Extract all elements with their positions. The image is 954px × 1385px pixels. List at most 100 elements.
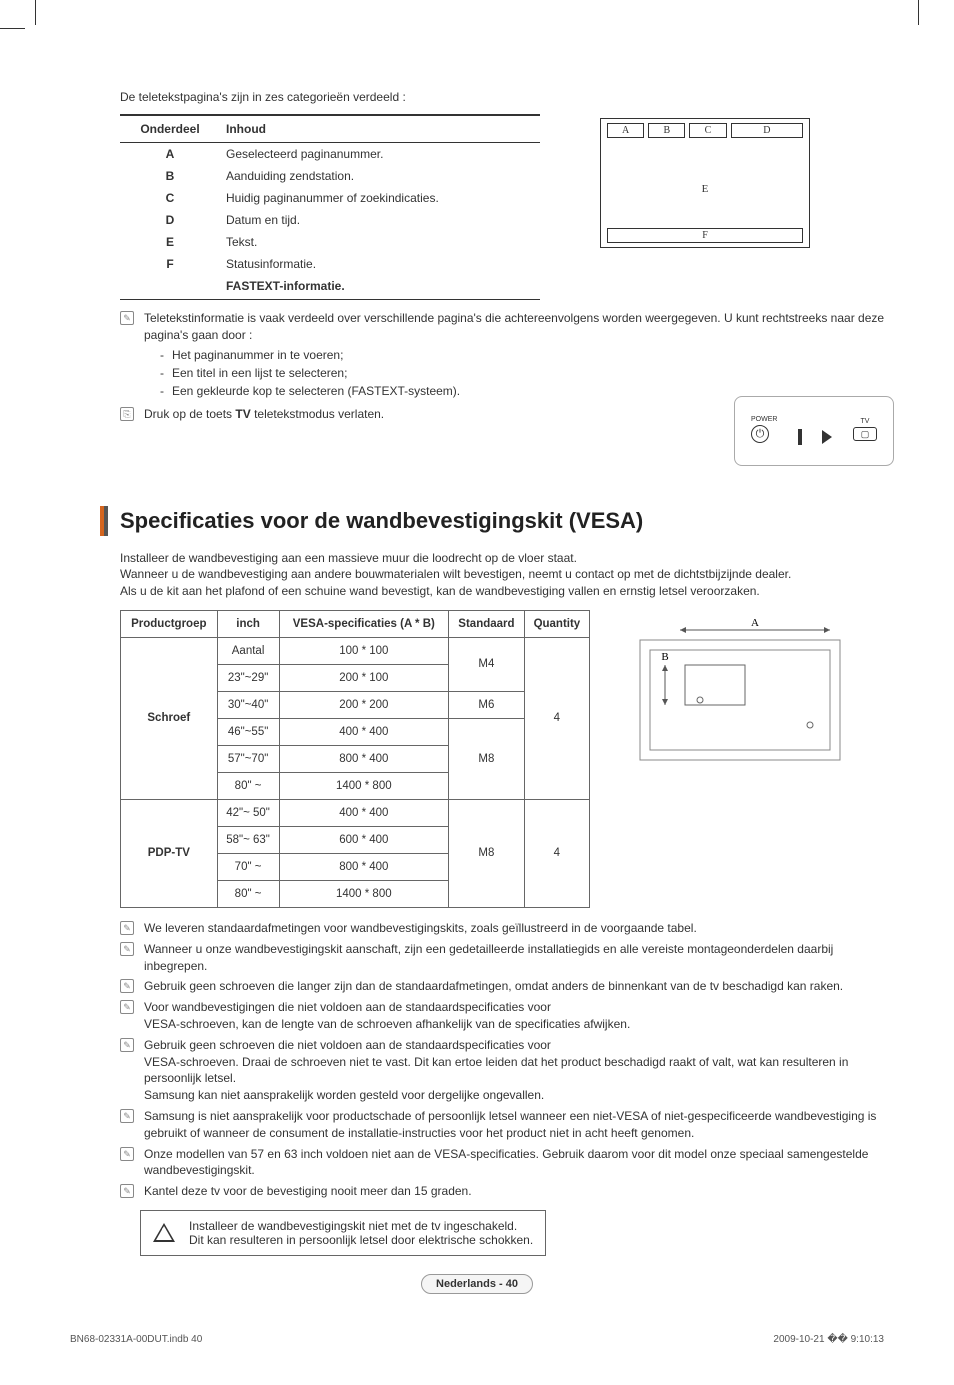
cell: Aantal bbox=[217, 637, 279, 664]
cell: 80" ~ bbox=[217, 880, 279, 907]
teletext-table: Onderdeel Inhoud AGeselecteerd paginanum… bbox=[120, 114, 540, 300]
note-text: We leveren standaardafmetingen voor wand… bbox=[144, 920, 894, 937]
diagram-a: A bbox=[607, 123, 644, 138]
warning-box: Installeer de wandbevestigingskit niet m… bbox=[140, 1210, 546, 1256]
footer-left: BN68-02331A-00DUT.indb 40 bbox=[70, 1334, 202, 1345]
note-text: Wanneer u onze wandbevestigingskit aansc… bbox=[144, 941, 894, 975]
note-item: ✎ We leveren standaardafmetingen voor wan… bbox=[120, 920, 894, 937]
vesa-diagram: A B bbox=[630, 610, 850, 780]
cell: Statusinformatie. bbox=[220, 253, 540, 275]
note-icon: ✎ bbox=[120, 1184, 134, 1198]
footer: BN68-02331A-00DUT.indb 40 2009-10-21 �� … bbox=[60, 1334, 894, 1345]
warning-text: Installeer de wandbevestigingskit niet m… bbox=[189, 1219, 533, 1247]
cell: F bbox=[120, 253, 220, 275]
cell: 800 * 400 bbox=[279, 853, 449, 880]
note-icon: ✎ bbox=[120, 979, 134, 993]
section-title: Specificaties voor de wandbevestigingski… bbox=[120, 508, 643, 534]
th: VESA-specificaties (A * B) bbox=[279, 610, 449, 637]
sub-item: Een titel in een lijst te selecteren; bbox=[160, 364, 894, 382]
note-text: Voor wandbevestigingen die niet voldoen … bbox=[144, 999, 894, 1033]
vesa-table: Productgroep inch VESA-specificaties (A … bbox=[120, 610, 590, 908]
power-label: POWER bbox=[751, 416, 777, 423]
teletext-layout-diagram: A B C D E F bbox=[600, 118, 810, 248]
cell: 42"~ 50" bbox=[217, 799, 279, 826]
cell: 57"~70" bbox=[217, 745, 279, 772]
th: Productgroep bbox=[121, 610, 218, 637]
tv-label: TV bbox=[853, 418, 877, 425]
th: Standaard bbox=[449, 610, 525, 637]
button-icon: ⎘ bbox=[120, 407, 134, 421]
cell: 200 * 100 bbox=[279, 664, 449, 691]
cell: 23"~29" bbox=[217, 664, 279, 691]
note-text: Teletekstinformatie is vaak verdeeld ove… bbox=[144, 310, 894, 400]
cell: 30"~40" bbox=[217, 691, 279, 718]
cell: 4 bbox=[524, 799, 589, 907]
cell: B bbox=[120, 165, 220, 187]
th: inch bbox=[217, 610, 279, 637]
cell: 1400 * 800 bbox=[279, 772, 449, 799]
cell: 600 * 400 bbox=[279, 826, 449, 853]
cell: 70" ~ bbox=[217, 853, 279, 880]
cell: Huidig paginanummer of zoekindicaties. bbox=[220, 187, 540, 209]
tv-button-icon: ▢ bbox=[853, 427, 877, 441]
note-icon: ✎ bbox=[120, 1109, 134, 1123]
th-inhoud: Inhoud bbox=[220, 115, 540, 143]
note-icon: ✎ bbox=[120, 921, 134, 935]
note-icon: ✎ bbox=[120, 1000, 134, 1014]
cell: M6 bbox=[449, 691, 525, 718]
warning-icon bbox=[153, 1223, 175, 1242]
cell: 800 * 400 bbox=[279, 745, 449, 772]
note-item: ✎ Samsung is niet aansprakelijk voor prod… bbox=[120, 1108, 894, 1142]
page-number: Nederlands - 40 bbox=[421, 1274, 533, 1294]
note-icon: ✎ bbox=[120, 311, 134, 325]
th-onderdeel: Onderdeel bbox=[120, 115, 220, 143]
note-icon: ✎ bbox=[120, 942, 134, 956]
diagram-d: D bbox=[731, 123, 803, 138]
sub-item: Het paginanummer in te voeren; bbox=[160, 346, 894, 364]
note-text: Gebruik geen schroeven die langer zijn d… bbox=[144, 978, 894, 995]
diagram-c: C bbox=[689, 123, 726, 138]
note-text: Onze modellen van 57 en 63 inch voldoen … bbox=[144, 1146, 894, 1180]
nav-icon bbox=[798, 429, 802, 445]
note-text: Kantel deze tv voor de bevestiging nooit… bbox=[144, 1183, 894, 1200]
cell: 100 * 100 bbox=[279, 637, 449, 664]
note-text: Gebruik geen schroeven die niet voldoen … bbox=[144, 1037, 894, 1104]
note-item: ✎ Gebruik geen schroeven die niet voldoen… bbox=[120, 1037, 894, 1104]
cell: 58"~ 63" bbox=[217, 826, 279, 853]
cell: Geselecteerd paginanummer. bbox=[220, 143, 540, 166]
note-item: ✎ Wanneer u onze wandbevestigingskit aans… bbox=[120, 941, 894, 975]
cell: M4 bbox=[449, 637, 525, 691]
footer-right: 2009-10-21 �� 9:10:13 bbox=[773, 1334, 884, 1345]
section-accent-bar bbox=[100, 506, 108, 536]
cell: Aanduiding zendstation. bbox=[220, 165, 540, 187]
cell: D bbox=[120, 209, 220, 231]
cell: M8 bbox=[449, 718, 525, 799]
note-icon: ✎ bbox=[120, 1147, 134, 1161]
note-icon: ✎ bbox=[120, 1038, 134, 1052]
play-icon bbox=[822, 430, 832, 444]
cell: M8 bbox=[449, 799, 525, 907]
cell: C bbox=[120, 187, 220, 209]
cell: 400 * 400 bbox=[279, 799, 449, 826]
power-icon: ⏻ bbox=[751, 425, 769, 443]
cell: A bbox=[120, 143, 220, 166]
cell: Datum en tijd. bbox=[220, 209, 540, 231]
note-text: Samsung is niet aansprakelijk voor produ… bbox=[144, 1108, 894, 1142]
note-item: ✎ Gebruik geen schroeven die langer zijn … bbox=[120, 978, 894, 995]
note-text: Druk op de toets TV teletekstmodus verla… bbox=[144, 406, 704, 423]
cell: 80" ~ bbox=[217, 772, 279, 799]
cell: E bbox=[120, 231, 220, 253]
group-name: Schroef bbox=[121, 637, 218, 799]
diagram-e: E bbox=[601, 183, 809, 195]
diagram-f: F bbox=[607, 228, 803, 243]
diagram-b: B bbox=[648, 123, 685, 138]
cell: 1400 * 800 bbox=[279, 880, 449, 907]
note-item: ✎ Voor wandbevestigingen die niet voldoen… bbox=[120, 999, 894, 1033]
th: Quantity bbox=[524, 610, 589, 637]
intro-text: De teletekstpagina's zijn in zes categor… bbox=[120, 90, 894, 104]
cell: 4 bbox=[524, 637, 589, 799]
cell: 46"~55" bbox=[217, 718, 279, 745]
note-item: ✎ Kantel deze tv voor de bevestiging nooi… bbox=[120, 1183, 894, 1200]
label-a: A bbox=[751, 617, 759, 629]
remote-diagram: POWER ⏻ TV ▢ bbox=[734, 396, 894, 466]
